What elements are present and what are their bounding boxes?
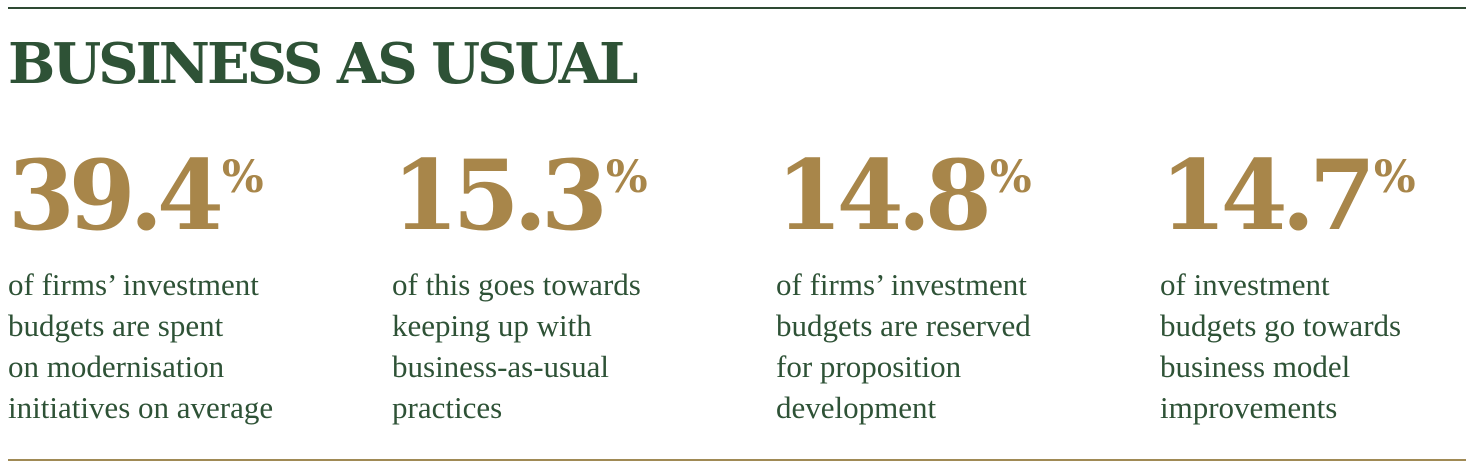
stat-figure: 14.8 % [776, 148, 1146, 258]
stat-value: 39.4 [8, 139, 224, 252]
stat-unit: % [605, 152, 648, 203]
stat-figure: 15.3 % [392, 148, 762, 258]
stat-unit: % [221, 152, 264, 203]
bottom-divider [8, 459, 1466, 461]
stat-unit: % [989, 152, 1032, 203]
stat-description: of firms’ investment budgets are reserve… [776, 267, 1031, 425]
stat-unit: % [1373, 152, 1416, 203]
stat-description: of investment budgets go towards busines… [1160, 267, 1402, 425]
stat-value: 14.7 [1160, 139, 1376, 252]
stat-value: 15.3 [392, 139, 608, 252]
top-divider [8, 7, 1466, 9]
page-title: BUSINESS AS USUAL [8, 31, 638, 97]
stat-description: of firms’ investment budgets are spent o… [8, 267, 274, 425]
stat-description: of this goes towards keeping up with bus… [392, 267, 641, 425]
stat-block-modernisation: 39.4 % of firms’ investment budgets are … [8, 148, 378, 428]
stat-value: 14.8 [776, 139, 992, 252]
stat-block-business-model: 14.7 % of investment budgets go towards … [1160, 148, 1476, 428]
stat-figure: 39.4 % [8, 148, 378, 258]
stat-block-proposition-development: 14.8 % of firms’ investment budgets are … [776, 148, 1146, 428]
stat-figure: 14.7 % [1160, 148, 1476, 258]
stat-block-business-as-usual: 15.3 % of this goes towards keeping up w… [392, 148, 762, 428]
